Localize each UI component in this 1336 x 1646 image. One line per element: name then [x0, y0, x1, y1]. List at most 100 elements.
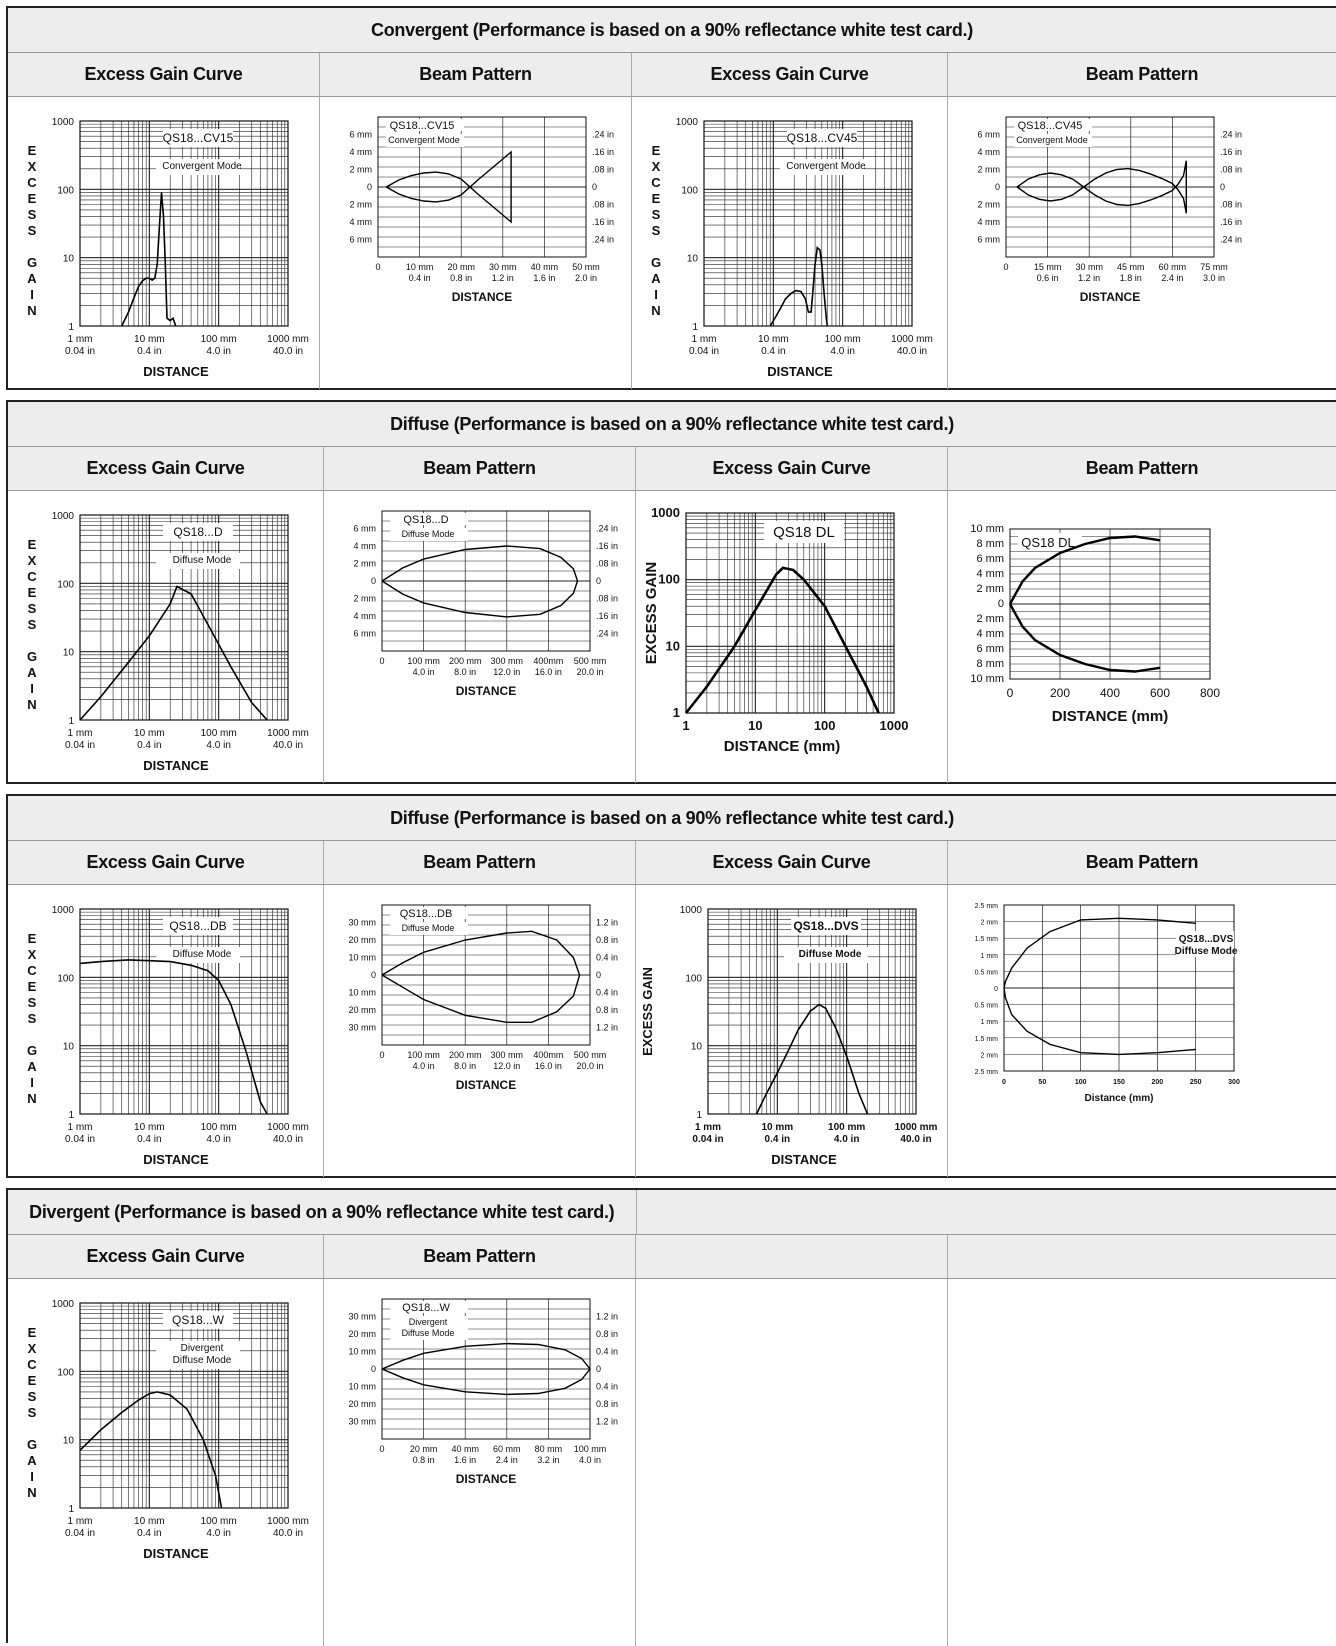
y-tick-label-left: 0 — [998, 598, 1004, 610]
y-tick-label: 10 — [63, 1042, 75, 1053]
section-title-empty — [636, 1190, 1336, 1235]
y-tick-label-right: .16 in — [1220, 217, 1242, 227]
chart-gain-d: 1 10 100 1000 1 mm0.04 in 10 mm0.4 in 100 mm4.… — [27, 511, 309, 773]
y-tick-label: 10 — [691, 1042, 703, 1053]
y-axis-letter: C — [27, 569, 37, 584]
y-tick-label-left: 6 mm — [350, 235, 373, 245]
y-tick-label-left: 1.5 mm — [975, 936, 999, 943]
y-tick-label-left: 2 mm — [354, 594, 377, 604]
y-axis-letter: N — [27, 697, 36, 712]
y-tick-label-left: 4 mm — [350, 217, 373, 227]
x-tick-label-in: 4.0 in — [413, 1061, 435, 1071]
mode-label-bg — [390, 1316, 468, 1340]
x-axis-label: DISTANCE — [143, 1546, 209, 1561]
x-tick-label: 800 — [1200, 686, 1220, 700]
y-axis-letter: X — [652, 159, 661, 174]
x-tick-label: 1 mm — [68, 1122, 93, 1133]
header-gain: Excess Gain Curve — [636, 841, 948, 885]
y-tick-label-right: 0.8 in — [596, 1005, 618, 1015]
y-tick-label-left: 2 mm — [350, 165, 373, 175]
x-tick-label-in: 20.0 in — [576, 1061, 603, 1071]
section-divergent: Divergent (Performance is based on a 90%… — [6, 1188, 1336, 1646]
x-tick-label: 10 — [748, 718, 762, 733]
y-tick-label-right: .24 in — [596, 629, 618, 639]
x-tick-label: 250 — [1190, 1079, 1202, 1086]
x-axis-label: DISTANCE — [456, 1078, 516, 1092]
x-tick-label: 1000 mm — [891, 334, 933, 345]
mode-label: Diffuse Mode — [402, 1328, 455, 1338]
mode-label-bg — [386, 134, 464, 147]
section-convergent: Convergent (Performance is based on a 90… — [6, 6, 1336, 390]
x-axis-label: DISTANCE — [143, 364, 209, 379]
x-tick-label-in: 16.0 in — [535, 1061, 562, 1071]
plot-frame — [377, 116, 587, 258]
x-tick-label-in: 16.0 in — [535, 667, 562, 677]
x-tick-label: 0 — [379, 1444, 384, 1454]
beam-curve — [1016, 160, 1188, 214]
mode-label: Diffuse Mode — [173, 949, 232, 960]
y-tick-label: 10 — [63, 1436, 75, 1447]
y-axis-letter: E — [652, 191, 661, 206]
x-tick-label-in: 1.2 in — [492, 273, 514, 283]
y-axis-letter: E — [28, 931, 37, 946]
beam-curve — [381, 545, 579, 618]
y-axis-label: EXCESS GAIN — [640, 967, 655, 1056]
chart-beam-w: 30 mm 20 mm 10 mm 0 10 mm 20 mm 30 mm 1.2 in 0.8… — [348, 1298, 618, 1486]
x-tick-label-in: 2.0 in — [575, 273, 597, 283]
y-tick-label-left: 6 mm — [354, 524, 377, 534]
mode-label-bg — [390, 528, 468, 541]
x-tick-label: 200 — [1151, 1079, 1163, 1086]
x-tick-label: 20 mm — [410, 1444, 438, 1454]
y-tick-label-right: .24 in — [1220, 130, 1242, 140]
y-tick-label-right: .24 in — [592, 235, 614, 245]
mode-label: Convergent Mode — [162, 161, 242, 172]
mode-label-bg — [156, 1341, 240, 1369]
mode-label: Diffuse Mode — [402, 923, 455, 933]
mode-label: Divergent — [409, 1317, 448, 1327]
x-tick-label: 45 mm — [1117, 262, 1145, 272]
y-tick-label-right: 0.4 in — [596, 1347, 618, 1357]
y-axis-letter: S — [28, 1011, 37, 1026]
x-tick-label: 80 mm — [535, 1444, 563, 1454]
y-axis-letter: A — [27, 271, 37, 286]
x-axis-label: DISTANCE — [452, 290, 512, 304]
x-tick-label-in: 0.6 in — [1037, 273, 1059, 283]
model-label-bg — [386, 119, 464, 131]
x-tick-label: 20 mm — [447, 262, 475, 272]
chart-gain-cv15: 1 10 100 1000 1 mm0.04 in 10 mm0.4 in 100 mm4.… — [27, 117, 309, 379]
y-tick-label-left: 6 mm — [354, 629, 377, 639]
header-gain: Excess Gain Curve — [8, 53, 320, 97]
chart-gain-db: 1 10 100 1000 1 mm0.04 in 10 mm0.4 in 100 mm4.… — [27, 905, 309, 1167]
y-axis-letter: S — [28, 617, 37, 632]
model-label-bg — [787, 129, 857, 147]
y-tick-label-left: 20 mm — [348, 1399, 376, 1409]
mode-label-bg — [780, 159, 864, 175]
header-gain: Excess Gain Curve — [8, 447, 324, 491]
x-tick-label-in: 2.4 in — [496, 1455, 518, 1465]
y-tick-label-right: 0.8 in — [596, 1399, 618, 1409]
x-tick-label-in: 8.0 in — [454, 667, 476, 677]
y-tick-label-left: 10 mm — [970, 673, 1004, 685]
plot-frame — [79, 120, 289, 327]
model-label: QS18...DB — [169, 919, 226, 933]
x-tick-label-in: 1.6 in — [454, 1455, 476, 1465]
y-tick-label-right: .08 in — [596, 594, 618, 604]
y-axis-letter: E — [28, 143, 37, 158]
model-label: QS18...DB — [400, 908, 453, 920]
y-axis-letter: N — [27, 1485, 36, 1500]
y-tick-label-right: .16 in — [596, 611, 618, 621]
y-axis-letter: I — [30, 1075, 34, 1090]
x-axis-label: DISTANCE — [456, 1472, 516, 1486]
mode-label-bg — [156, 947, 240, 963]
x-tick-label: 1 mm — [68, 1516, 93, 1527]
x-tick-label: 50 — [1038, 1079, 1046, 1086]
y-tick-label-left: 10 mm — [348, 953, 376, 963]
y-tick-label-right: 0 — [592, 182, 597, 192]
gain-curve — [79, 1391, 223, 1509]
x-tick-label: 200 mm — [449, 1050, 482, 1060]
x-tick-label-in: 0.8 in — [450, 273, 472, 283]
chart-beam-db: 30 mm 20 mm 10 mm 0 10 mm 20 mm 30 mm 1.2 in 0.8… — [348, 904, 618, 1092]
x-tick-label: 0 — [1007, 686, 1014, 700]
y-axis-letter: I — [30, 287, 34, 302]
x-tick-label-in: 0.04 in — [65, 1528, 95, 1539]
